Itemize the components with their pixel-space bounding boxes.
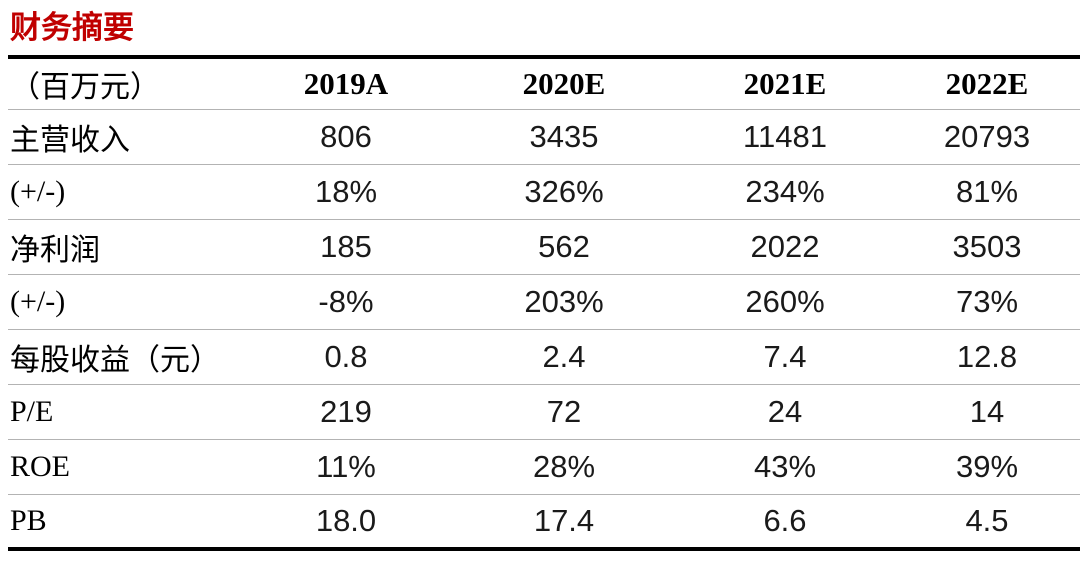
row-label: 主营收入 [10, 123, 130, 157]
cell-value: 234% [745, 173, 825, 209]
row-label: ROE [10, 449, 70, 483]
header-row: （百万元） 2019A 2020E 2021E 2022E [8, 57, 1080, 109]
cell-value: 3503 [952, 228, 1022, 264]
column-header-2019a: 2019A [303, 65, 389, 101]
row-label: 每股收益（元） [10, 343, 220, 377]
cell-value: 0.8 [324, 338, 368, 374]
cell-value: 203% [524, 283, 604, 319]
column-header-2021e: 2021E [743, 65, 827, 101]
cell-value: 39% [955, 448, 1019, 484]
cell-value: 12.8 [956, 338, 1018, 374]
page-title: 财务摘要 [10, 10, 134, 45]
row-label: (+/-) [10, 174, 66, 208]
table-body: 主营收入 806 3435 11481 20793 (+/-) 18% 326% 234% 81%… [8, 109, 1080, 549]
cell-value: 20793 [943, 118, 1031, 154]
cell-value: 185 [320, 228, 372, 264]
row-label: P/E [10, 394, 54, 428]
table-row: P/E 219 72 24 14 [8, 384, 1080, 439]
cell-value: 72 [546, 393, 582, 429]
table-row: 主营收入 806 3435 11481 20793 [8, 109, 1080, 164]
cell-value: 806 [320, 118, 372, 154]
table-row: 净利润 185 562 2022 3503 [8, 219, 1080, 274]
cell-value: 2.4 [542, 338, 586, 374]
cell-value: 326% [524, 173, 604, 209]
table-row: PB 18.0 17.4 6.6 4.5 [8, 494, 1080, 549]
cell-value: 73% [955, 283, 1019, 319]
row-label: (+/-) [10, 284, 66, 318]
cell-value: 18% [314, 173, 378, 209]
cell-value: 11% [316, 448, 376, 484]
table-row: ROE 11% 28% 43% 39% [8, 439, 1080, 494]
cell-value: 81% [955, 173, 1019, 209]
cell-value: 43% [753, 448, 817, 484]
table-row: (+/-) -8% 203% 260% 73% [8, 274, 1080, 329]
cell-value: 14 [969, 393, 1005, 429]
unit-header: （百万元） [10, 70, 160, 104]
cell-value: 562 [538, 228, 590, 264]
row-label: 净利润 [10, 233, 100, 267]
column-header-2020e: 2020E [522, 65, 606, 101]
cell-value: 3435 [529, 118, 599, 154]
row-label: PB [10, 503, 47, 537]
table-row: (+/-) 18% 326% 234% 81% [8, 164, 1080, 219]
cell-value: 219 [320, 393, 372, 429]
table-row: 每股收益（元） 0.8 2.4 7.4 12.8 [8, 329, 1080, 384]
cell-value: 28% [532, 448, 596, 484]
cell-value: 260% [745, 283, 825, 319]
cell-value: 24 [767, 393, 803, 429]
cell-value: 6.6 [763, 502, 807, 538]
cell-value: 17.4 [533, 502, 595, 538]
cell-value: 2022 [750, 228, 820, 264]
cell-value: 11481 [743, 118, 827, 154]
cell-value: 18.0 [315, 502, 377, 538]
column-header-2022e: 2022E [945, 65, 1029, 101]
cell-value: 4.5 [965, 502, 1009, 538]
report-page: 财务摘要 （百万元） 2019A 2020E 2021E 2022E 主营收入 8… [8, 10, 1080, 551]
financial-summary-table: （百万元） 2019A 2020E 2021E 2022E 主营收入 806 343… [8, 55, 1080, 551]
cell-value: 7.4 [763, 338, 807, 374]
cell-value: -8% [318, 283, 374, 319]
